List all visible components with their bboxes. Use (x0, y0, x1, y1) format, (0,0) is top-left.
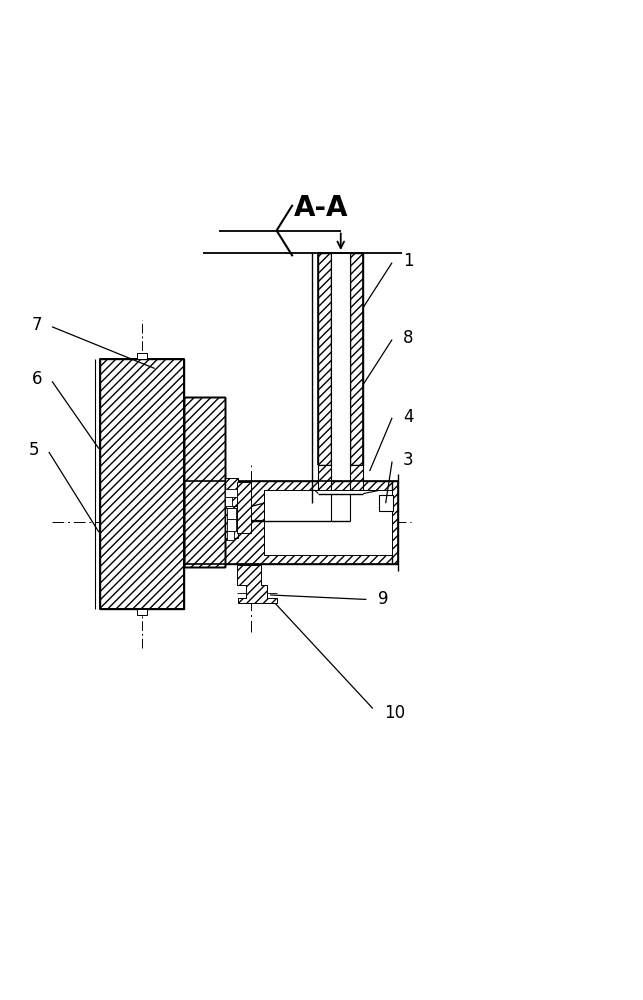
Polygon shape (350, 490, 383, 521)
Bar (100, 359, 183, 609)
Bar (227, 531, 233, 540)
Bar (183, 397, 225, 567)
Bar (331, 253, 350, 465)
Bar (100, 359, 183, 609)
Bar (226, 508, 236, 519)
Text: 8: 8 (403, 329, 413, 347)
Bar (225, 508, 238, 538)
Bar (225, 497, 231, 506)
Text: 5: 5 (29, 441, 39, 459)
Text: 9: 9 (378, 590, 388, 608)
Bar (237, 482, 251, 533)
Bar (137, 353, 147, 359)
Polygon shape (225, 490, 331, 521)
Bar (225, 478, 238, 506)
Bar (225, 489, 237, 497)
Bar (137, 609, 147, 615)
Text: 1: 1 (403, 252, 413, 270)
Bar (183, 397, 225, 567)
Polygon shape (350, 465, 363, 494)
Bar (226, 519, 236, 531)
Text: 4: 4 (403, 408, 413, 426)
Polygon shape (318, 465, 331, 494)
Polygon shape (237, 565, 276, 603)
Bar (183, 481, 399, 564)
Text: 3: 3 (403, 451, 413, 469)
Text: 7: 7 (32, 316, 42, 334)
Bar (379, 495, 394, 511)
Bar (318, 253, 331, 465)
Bar (350, 253, 363, 465)
Text: 6: 6 (32, 370, 42, 388)
Bar (264, 490, 392, 555)
Text: A-A: A-A (294, 194, 349, 222)
Text: 10: 10 (385, 704, 406, 722)
